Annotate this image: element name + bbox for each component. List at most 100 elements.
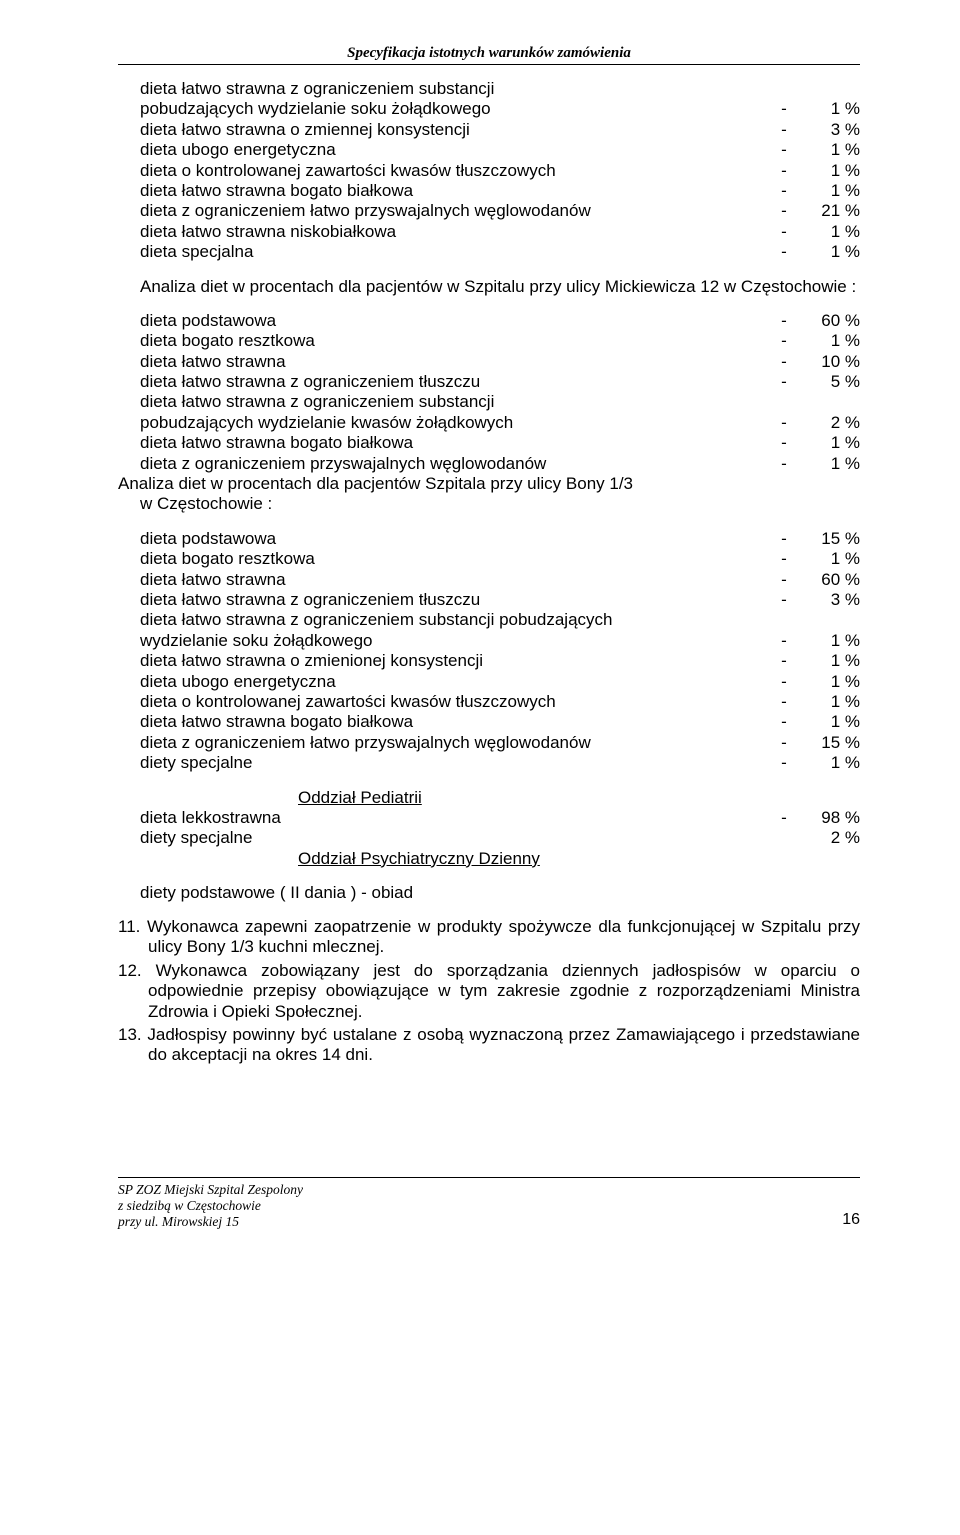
diet-dash: - xyxy=(766,433,802,453)
diet-row: dieta łatwo strawna-60 % xyxy=(140,570,860,590)
diet-row: dieta z ograniczeniem przyswajalnych węg… xyxy=(140,454,860,474)
diet-row: pobudzających wydzielanie soku żołądkowe… xyxy=(140,99,860,119)
diet-dash: - xyxy=(766,201,802,221)
diet-row: dieta bogato resztkowa-1 % xyxy=(140,331,860,351)
diet-row: dieta łatwo strawna z ograniczeniem tłus… xyxy=(140,590,860,610)
diet-dash: - xyxy=(766,753,802,773)
section-psychiatric: Oddział Psychiatryczny Dzienny xyxy=(118,849,860,869)
diet-row: pobudzających wydzielanie kwasów żołądko… xyxy=(140,413,860,433)
diet-dash: - xyxy=(766,590,802,610)
diet-row: dieta specjalna -1 % xyxy=(140,242,860,262)
diet-dash: - xyxy=(766,529,802,549)
diet-row: dieta z ograniczeniem łatwo przyswajalny… xyxy=(140,201,860,221)
diet-value: 1 % xyxy=(802,181,860,201)
diet-row: dieta o kontrolowanej zawartości kwasów … xyxy=(140,692,860,712)
diet-value: 1 % xyxy=(802,692,860,712)
diet-label: dieta łatwo strawna niskobiałkowa xyxy=(140,222,396,242)
diet-value: 1 % xyxy=(802,331,860,351)
diet-label: dieta bogato resztkowa xyxy=(140,549,315,569)
diet-label: dieta łatwo strawna z ograniczeniem subs… xyxy=(140,610,612,630)
diet-row: dieta z ograniczeniem łatwo przyswajalny… xyxy=(140,733,860,753)
diet-dash: - xyxy=(766,651,802,671)
diet-label: dieta z ograniczeniem łatwo przyswajalny… xyxy=(140,733,591,753)
diet-value: 3 % xyxy=(802,590,860,610)
diet-label: dieta lekkostrawna xyxy=(140,808,281,828)
analysis-para-2-line2: w Częstochowie : xyxy=(118,494,860,514)
diet-label: dieta łatwo strawna z ograniczeniem tłus… xyxy=(140,590,480,610)
diet-dash: - xyxy=(766,181,802,201)
footer-line-1: SP ZOZ Miejski Szpital Zespolony xyxy=(118,1182,303,1198)
analysis-para-2-line1: Analiza diet w procentach dla pacjentów … xyxy=(118,474,860,494)
diet-label: dieta łatwo strawna z ograniczeniem subs… xyxy=(140,392,494,412)
diet-dash: - xyxy=(766,712,802,732)
diet-row: dieta ubogo energetyczna-1 % xyxy=(140,140,860,160)
diet-dash: - xyxy=(766,570,802,590)
diet-dash: - xyxy=(766,808,802,828)
diet-dash: - xyxy=(766,692,802,712)
diet-row: dieta o kontrolowanej zawartości kwasów … xyxy=(140,161,860,181)
diet-label: dieta łatwo strawna z ograniczeniem subs… xyxy=(140,79,494,99)
diet-row: dieta łatwo strawna o zmiennej konsysten… xyxy=(140,120,860,140)
diet-row: dieta podstawowa -60 % xyxy=(140,311,860,331)
diet-row: dieta łatwo strawna o zmienionej konsyst… xyxy=(140,651,860,671)
diet-value: 1 % xyxy=(802,433,860,453)
diet-dash: - xyxy=(766,242,802,262)
diet-row: dieta łatwo strawna z ograniczeniem subs… xyxy=(140,392,860,412)
diet-value: 2 % xyxy=(802,413,860,433)
diet-dash: - xyxy=(766,413,802,433)
diet-value: 1 % xyxy=(802,222,860,242)
diet-label: dieta ubogo energetyczna xyxy=(140,672,336,692)
diet-list-4: dieta lekkostrawna -98 % diety specjalne 2 … xyxy=(118,808,860,849)
diet-label: dieta o kontrolowanej zawartości kwasów … xyxy=(140,692,556,712)
diet-label: dieta podstawowa xyxy=(140,311,276,331)
diet-value: 60 % xyxy=(802,311,860,331)
diet-value: 1 % xyxy=(802,454,860,474)
diet-label: pobudzających wydzielanie kwasów żołądko… xyxy=(140,413,513,433)
diet-label: diety specjalne xyxy=(140,828,252,848)
diet-row: dieta łatwo strawna bogato białkowa-1 % xyxy=(140,712,860,732)
diet-row: dieta łatwo strawna z ograniczeniem tłus… xyxy=(140,372,860,392)
diet-value: 5 % xyxy=(802,372,860,392)
diet-value: 2 % xyxy=(802,828,860,848)
diet-label: dieta łatwo strawna xyxy=(140,570,286,590)
diet-dash: - xyxy=(766,99,802,119)
footer-line-2: z siedzibą w Częstochowie xyxy=(118,1198,303,1214)
diet-row: dieta łatwo strawna z ograniczeniem subs… xyxy=(140,610,860,630)
diet-label: dieta podstawowa xyxy=(140,529,276,549)
diet-label: pobudzających wydzielanie soku żołądkowe… xyxy=(140,99,491,119)
numbered-item: 11. Wykonawca zapewni zaopatrzenie w pro… xyxy=(118,917,860,958)
footer: SP ZOZ Miejski Szpital Zespolony z siedz… xyxy=(118,1182,860,1230)
diet-value: 3 % xyxy=(802,120,860,140)
diet-value: 1 % xyxy=(802,753,860,773)
diet-label: dieta o kontrolowanej zawartości kwasów … xyxy=(140,161,556,181)
diet-row: dieta podstawowa-15 % xyxy=(140,529,860,549)
analysis-para-1: Analiza diet w procentach dla pacjentów … xyxy=(118,277,860,297)
diet-row: dieta łatwo strawna niskobiałkowa-1 % xyxy=(140,222,860,242)
diet-value: 1 % xyxy=(802,631,860,651)
diet-label: dieta łatwo strawna o zmienionej konsyst… xyxy=(140,651,483,671)
diet-value: 1 % xyxy=(802,242,860,262)
diet-value: 1 % xyxy=(802,161,860,181)
diet-row: dieta łatwo strawna bogato białkowa-1 % xyxy=(140,181,860,201)
footer-line-3: przy ul. Mirowskiej 15 xyxy=(118,1214,303,1230)
diet-dash: - xyxy=(766,454,802,474)
diet-dash: - xyxy=(766,120,802,140)
diet-label: dieta specjalna xyxy=(140,242,253,262)
numbered-item: 12. Wykonawca zobowiązany jest do sporzą… xyxy=(118,961,860,1022)
section-pediatrics: Oddział Pediatrii xyxy=(118,788,860,808)
diet-row: diety specjalne-1 % xyxy=(140,753,860,773)
diet-label: dieta łatwo strawna bogato białkowa xyxy=(140,433,413,453)
page-number: 16 xyxy=(842,1211,860,1230)
diet-dash: - xyxy=(766,311,802,331)
diet-row: dieta łatwo strawna z ograniczeniem subs… xyxy=(140,79,860,99)
diet-dash: - xyxy=(766,161,802,181)
diet-label: dieta ubogo energetyczna xyxy=(140,140,336,160)
header-title: Specyfikacja istotnych warunków zamówien… xyxy=(118,45,860,62)
diet-dash: - xyxy=(766,331,802,351)
diet-label: dieta łatwo strawna xyxy=(140,352,286,372)
diet-value: 1 % xyxy=(802,672,860,692)
diet-value: 98 % xyxy=(802,808,860,828)
diet-row: wydzielanie soku żołądkowego-1 % xyxy=(140,631,860,651)
diet-label: dieta łatwo strawna z ograniczeniem tłus… xyxy=(140,372,480,392)
diet-label: dieta z ograniczeniem łatwo przyswajalny… xyxy=(140,201,591,221)
